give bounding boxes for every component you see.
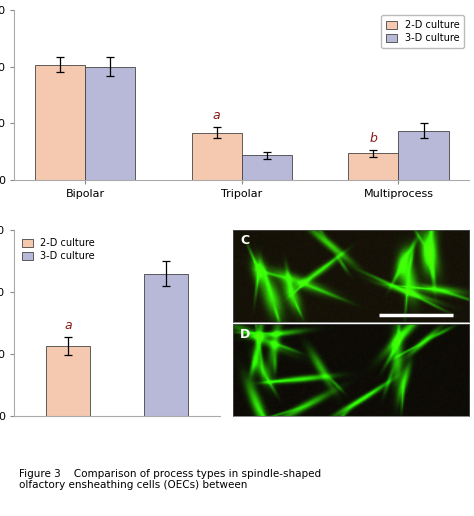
Text: a: a bbox=[213, 109, 220, 122]
Text: b: b bbox=[369, 132, 377, 145]
Bar bbox=[399, 131, 448, 180]
Legend: 2-D culture, 3-D culture: 2-D culture, 3-D culture bbox=[19, 235, 98, 264]
Bar bbox=[85, 67, 135, 180]
Text: D: D bbox=[240, 328, 250, 341]
Bar bbox=[242, 155, 292, 180]
Bar bbox=[46, 346, 90, 416]
Bar bbox=[348, 153, 399, 180]
Text: Figure 3    Comparison of process types in spindle-shaped
olfactory ensheathing : Figure 3 Comparison of process types in … bbox=[19, 469, 321, 490]
Text: C: C bbox=[240, 234, 249, 247]
Bar bbox=[35, 65, 85, 180]
Bar bbox=[144, 273, 188, 416]
Bar bbox=[191, 133, 242, 180]
Legend: 2-D culture, 3-D culture: 2-D culture, 3-D culture bbox=[382, 15, 465, 48]
Text: a: a bbox=[64, 319, 72, 332]
